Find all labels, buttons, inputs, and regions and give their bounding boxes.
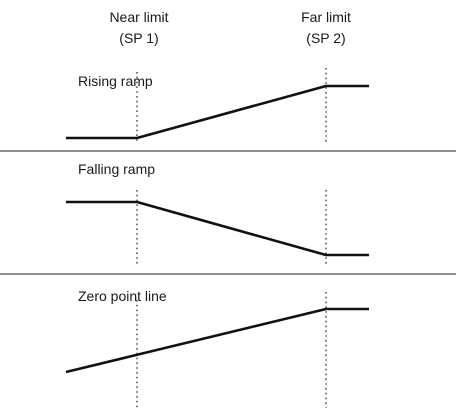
falling-ramp-panel: Falling ramp — [66, 161, 369, 257]
far-limit-title: Far limit — [301, 9, 351, 25]
zero-point-line-label: Zero point line — [78, 288, 167, 304]
rising-ramp-label: Rising ramp — [78, 73, 153, 89]
falling-ramp-label: Falling ramp — [78, 161, 155, 177]
falling-ramp-curve — [66, 200, 369, 257]
zero-point-line-panel: Zero point line — [65, 288, 369, 374]
near-limit-title: Near limit — [109, 9, 168, 25]
near-limit-header: Near limit (SP 1) — [109, 9, 168, 46]
rising-ramp-panel: Rising ramp — [66, 73, 369, 140]
far-limit-setpoint: (SP 2) — [306, 30, 345, 46]
near-limit-setpoint: (SP 1) — [119, 30, 158, 46]
rising-ramp-curve — [66, 84, 369, 140]
zero-point-line-curve — [65, 307, 369, 374]
far-limit-header: Far limit (SP 2) — [301, 9, 351, 46]
